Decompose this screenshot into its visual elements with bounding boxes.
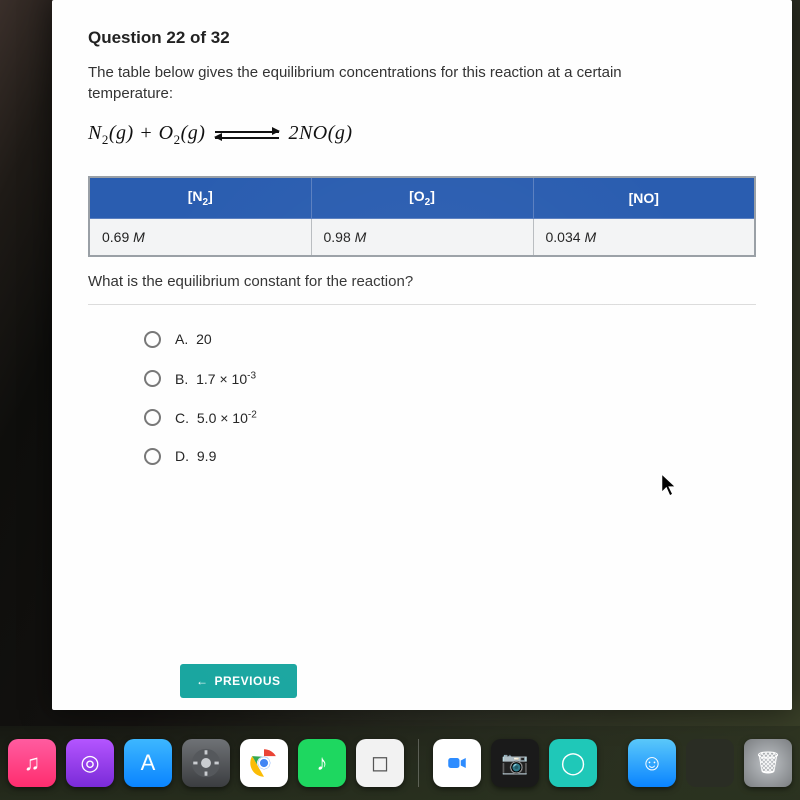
table-cell: 0.98 M xyxy=(311,218,533,256)
table-row: 0.69 M 0.98 M 0.034 M xyxy=(89,218,755,256)
option-b[interactable]: B. 1.7 × 10-3 xyxy=(144,370,756,387)
followup-question: What is the equilibrium constant for the… xyxy=(88,273,756,290)
music-icon[interactable]: ♫ xyxy=(8,739,56,787)
equation-rhs: 2NO(g) xyxy=(288,122,352,144)
radio-icon xyxy=(144,448,161,465)
question-prompt: The table below gives the equilibrium co… xyxy=(88,62,703,104)
table-header: [NO] xyxy=(533,177,755,218)
shape-icon[interactable]: ◯ xyxy=(549,739,597,787)
dock: ♫◎A ♪◻ 📷◯ ☺ 🗑 xyxy=(0,726,800,800)
appstore-icon[interactable]: A xyxy=(124,739,172,787)
previous-button[interactable]: ← PREVIOUS xyxy=(180,664,297,698)
spotify-icon[interactable]: ♪ xyxy=(298,739,346,787)
photobooth-icon[interactable]: 📷 xyxy=(491,739,539,787)
previous-button-label: PREVIOUS xyxy=(215,674,281,688)
question-number: Question 22 of 32 xyxy=(88,28,756,48)
concentration-table: [N2] [O2] [NO] 0.69 M 0.98 M 0.034 M xyxy=(88,176,756,257)
arrow-left-icon: ← xyxy=(196,674,209,688)
table-cell: 0.034 M xyxy=(533,218,755,256)
finder-icon[interactable]: ☺ xyxy=(628,739,676,787)
quiz-window: Question 22 of 32 The table below gives … xyxy=(52,0,792,710)
podcasts-icon[interactable]: ◎ xyxy=(66,739,114,787)
radio-icon xyxy=(144,331,161,348)
zoom-icon[interactable] xyxy=(433,739,481,787)
box-icon[interactable] xyxy=(686,739,734,787)
radio-icon xyxy=(144,409,161,426)
trash-icon[interactable]: 🗑 xyxy=(744,739,792,787)
radio-icon xyxy=(144,370,161,387)
option-c[interactable]: C. 5.0 × 10-2 xyxy=(144,409,756,426)
table-header: [O2] xyxy=(311,177,533,218)
option-a[interactable]: A. 20 xyxy=(144,331,756,348)
table-header: [N2] xyxy=(89,177,311,218)
equation-lhs: N2(g) + O2(g) xyxy=(88,122,205,144)
table-cell: 0.69 M xyxy=(89,218,311,256)
settings-icon[interactable] xyxy=(182,739,230,787)
divider xyxy=(88,304,756,305)
roblox-icon[interactable]: ◻ xyxy=(356,739,404,787)
option-d[interactable]: D. 9.9 xyxy=(144,448,756,465)
chrome-icon[interactable] xyxy=(240,739,288,787)
answer-options: A. 20 B. 1.7 × 10-3 C. 5.0 × 10-2 D. 9.9 xyxy=(88,331,756,465)
dock-separator xyxy=(418,739,419,787)
reaction-equation: N2(g) + O2(g) 2NO(g) xyxy=(88,122,756,148)
